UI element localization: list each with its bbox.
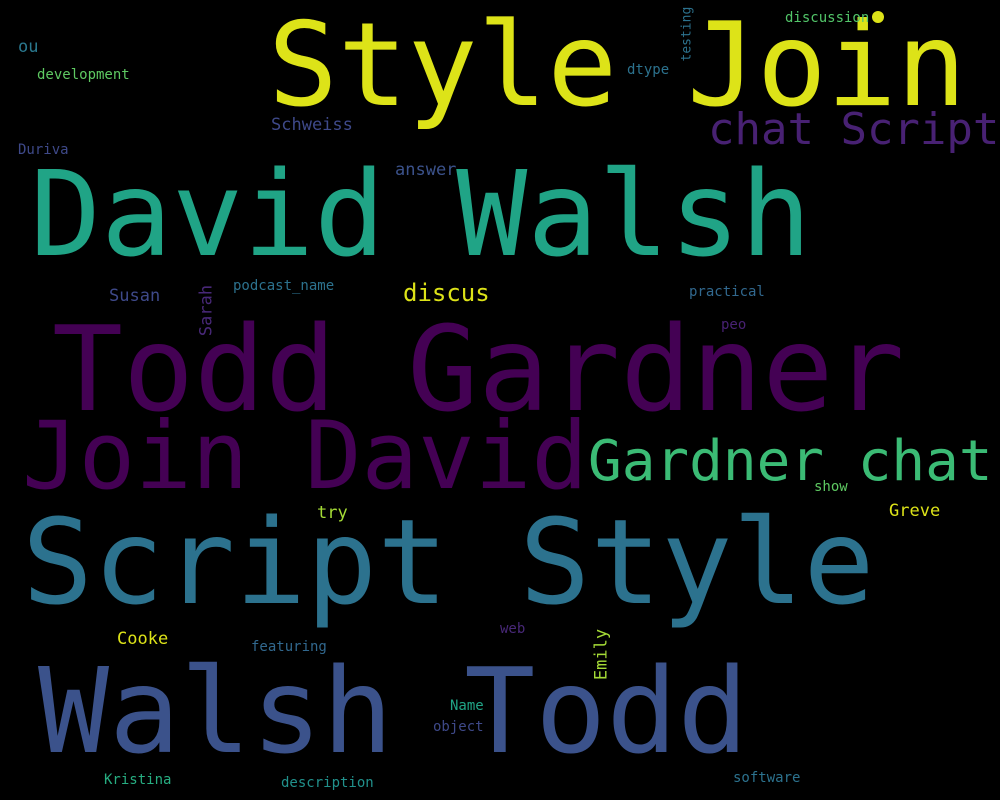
word-featuring: featuring: [251, 639, 327, 655]
word-podcast-name: podcast_name: [233, 278, 335, 294]
word-peo: peo: [721, 317, 747, 333]
word-script-style: Script Style: [22, 493, 875, 631]
word-discussion-dot: [872, 11, 884, 23]
word-web: web: [500, 621, 526, 637]
word-kristina: Kristina: [104, 772, 172, 788]
word-dtype: dtype: [627, 62, 670, 78]
word-show: show: [814, 479, 848, 495]
word-name: Name: [450, 698, 484, 714]
word-discus: discus: [403, 279, 490, 307]
word-description: description: [281, 775, 374, 791]
word-chat-script: chat Script: [708, 104, 1000, 155]
word-emily: Emily: [591, 628, 612, 681]
word-cooke: Cooke: [117, 629, 169, 649]
word-answer: answer: [395, 160, 457, 180]
word-style-join: Style Join: [268, 0, 967, 133]
word-gardner-chat: Gardner chat: [588, 429, 993, 494]
word-greve: Greve: [889, 501, 941, 521]
word-susan: Susan: [109, 286, 161, 306]
word-software: software: [733, 770, 801, 786]
word-object: object: [433, 719, 484, 735]
word-try: try: [317, 503, 348, 523]
word-discussion: discussion: [785, 10, 870, 26]
word-todd-gardner: Todd Gardner: [52, 300, 905, 438]
word-sarah: Sarah: [196, 284, 217, 337]
word-ou: ou: [18, 37, 39, 57]
word-walsh-todd: Walsh Todd: [38, 642, 749, 780]
word-duriva: Duriva: [18, 142, 69, 158]
word-david-walsh: David Walsh: [30, 145, 812, 283]
word-development: development: [37, 67, 130, 83]
word-schweiss: Schweiss: [271, 115, 353, 135]
word-join-david: Join David: [22, 402, 588, 511]
word-testing: testing: [679, 6, 695, 62]
word-practical: practical: [689, 284, 765, 300]
